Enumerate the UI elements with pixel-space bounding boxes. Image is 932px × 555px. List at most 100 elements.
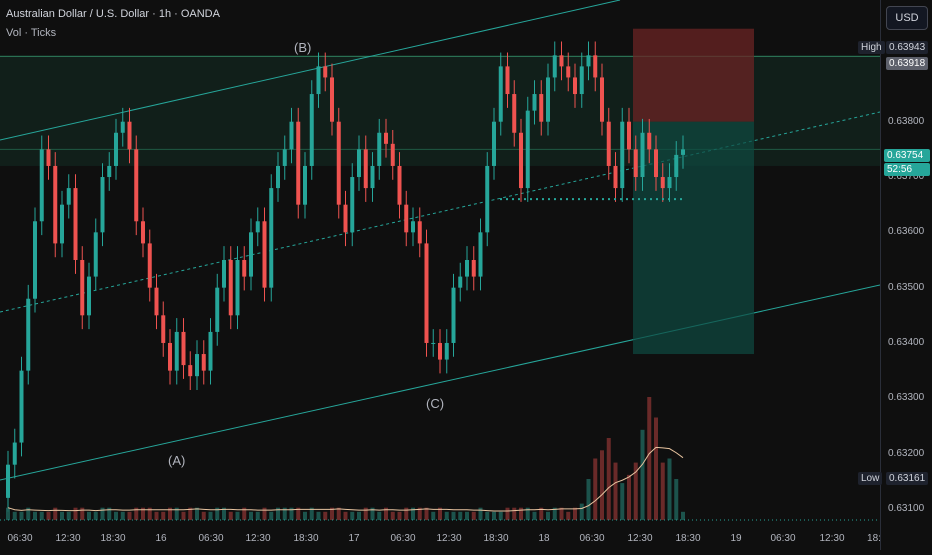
volume-bar — [546, 511, 550, 520]
candle-body — [600, 77, 604, 122]
candle-body — [357, 149, 361, 178]
volume-bar — [417, 507, 422, 520]
candle-body — [228, 260, 233, 316]
volume-bar — [532, 511, 537, 520]
volume-bar — [647, 397, 652, 520]
candle-body — [12, 442, 17, 465]
volume-bar — [498, 511, 503, 520]
candle-body — [620, 121, 625, 189]
currency-button[interactable]: USD — [886, 6, 928, 30]
volume-bar — [181, 511, 186, 520]
high-value-tag: 0.63943 — [886, 41, 929, 54]
volume-bar — [343, 511, 348, 520]
volume-bar — [465, 511, 469, 520]
volume-bar — [323, 511, 328, 520]
volume-bar — [201, 511, 206, 520]
candle-body — [654, 149, 658, 178]
candle-body — [161, 315, 166, 343]
volume-bar — [276, 507, 280, 520]
volume-bar — [330, 507, 334, 520]
volume-bar — [444, 511, 449, 520]
volume-bar — [174, 507, 179, 520]
volume-bar — [154, 511, 159, 520]
x-tick-label: 12:30 — [55, 533, 80, 544]
candle-body — [33, 221, 37, 299]
x-tick-label: 18:30 — [483, 533, 508, 544]
candle-body — [296, 121, 301, 205]
candle-body — [438, 342, 442, 360]
candle-body — [627, 121, 631, 150]
volume-bar — [478, 507, 483, 520]
volume-bar — [39, 511, 44, 520]
volume-bar — [566, 511, 571, 520]
candle-body — [451, 287, 456, 343]
candle-body — [100, 177, 105, 233]
candle-body — [404, 204, 409, 233]
candle-body — [417, 221, 422, 244]
volume-bar — [397, 511, 402, 520]
price-chart[interactable]: 06:30 12:30 18:30 16 06:30 12:30 18:30 17 06:30 1… — [0, 0, 881, 550]
candle-body — [411, 221, 415, 233]
candle-body — [674, 154, 679, 178]
stop-loss-zone — [633, 28, 754, 122]
x-tick-label: 18:30 — [293, 533, 318, 544]
volume-bar — [73, 507, 78, 520]
channel-upper-line — [0, 0, 621, 141]
candle-body — [181, 331, 186, 366]
volume-bar — [228, 511, 233, 520]
candle-body — [215, 287, 220, 332]
candle-body — [505, 66, 510, 95]
candle-body — [60, 204, 64, 244]
current-price-tag: 0.63754 — [884, 149, 930, 162]
price-axis[interactable]: 0.639000.638000.637000.636000.635000.634… — [880, 0, 932, 550]
volume-bar — [134, 507, 139, 520]
x-tick-label: 18 — [538, 533, 550, 544]
volume-bar — [640, 429, 645, 520]
volume-bar — [674, 479, 679, 520]
volume-bar — [215, 507, 220, 520]
candle-body — [289, 121, 294, 150]
candle-body — [269, 188, 274, 288]
volume-bar — [411, 507, 415, 520]
candle-body — [559, 55, 564, 67]
volume-bar — [600, 450, 604, 520]
x-tick-label: 06:30 — [198, 533, 223, 544]
volume-bar — [377, 511, 382, 520]
candle-body — [66, 188, 71, 205]
symbol-title[interactable]: Australian Dollar / U.S. Dollar · 1h · O… — [6, 8, 220, 20]
volume-bar — [471, 511, 476, 520]
candle-body — [255, 221, 260, 233]
candle-body — [336, 121, 341, 205]
x-tick-label: 06:30 — [770, 533, 795, 544]
candle-body — [573, 77, 577, 95]
volume-bar — [262, 507, 267, 520]
volume-bar — [593, 458, 598, 520]
volume-bar — [390, 511, 395, 520]
volume-bar — [309, 507, 314, 520]
candle-body — [249, 232, 253, 277]
volume-bar — [316, 511, 321, 520]
candle-body — [201, 354, 206, 371]
low-label-tag: Low — [858, 472, 883, 485]
volume-bar — [485, 511, 490, 520]
y-tick-label: 0.63700 — [888, 171, 925, 183]
volume-bar — [168, 507, 172, 520]
candle-body — [579, 66, 584, 95]
volume-bar — [492, 511, 496, 520]
volume-bar — [613, 462, 618, 520]
candle-body — [134, 149, 139, 222]
countdown-tag: 52:56 — [884, 163, 930, 176]
candle-body — [384, 132, 388, 144]
volume-bar — [282, 507, 287, 520]
candle-body — [19, 370, 24, 443]
candle-body — [127, 121, 132, 150]
wave-label-c: (C) — [426, 396, 445, 411]
high-label-tag: High — [858, 41, 885, 54]
volume-bar — [87, 511, 91, 520]
chart-area[interactable]: 06:30 12:30 18:30 16 06:30 12:30 18:30 17 06:30 1… — [0, 0, 881, 550]
volume-bar — [303, 511, 307, 520]
candle-body — [660, 177, 665, 189]
volume-bar — [660, 462, 665, 520]
candle-body — [471, 260, 476, 277]
volume-indicator-label[interactable]: Vol · Ticks — [6, 27, 57, 39]
